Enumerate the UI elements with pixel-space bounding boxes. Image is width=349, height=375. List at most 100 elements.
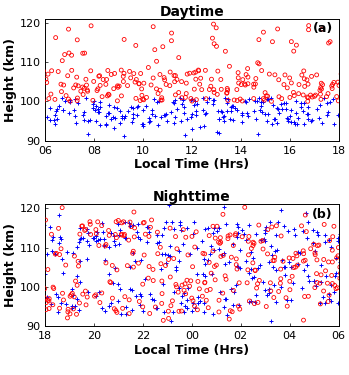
Point	[146, 264, 152, 270]
Point	[131, 248, 136, 254]
Point	[77, 258, 82, 264]
Point	[154, 58, 159, 64]
Point	[255, 299, 261, 305]
Point	[320, 82, 325, 88]
Point	[181, 104, 187, 110]
Point	[224, 90, 230, 96]
Point	[75, 100, 81, 106]
Point	[235, 230, 241, 236]
Point	[196, 286, 202, 292]
Point	[178, 300, 184, 306]
Point	[231, 289, 237, 295]
Point	[108, 230, 113, 236]
Point	[210, 100, 216, 106]
Point	[119, 220, 125, 226]
Point	[311, 278, 317, 284]
Point	[203, 297, 209, 303]
Point	[221, 113, 227, 119]
Point	[99, 220, 105, 226]
Point	[149, 296, 155, 302]
Point	[159, 266, 164, 272]
Point	[176, 285, 182, 291]
Point	[232, 232, 238, 238]
Point	[329, 247, 335, 253]
Point	[155, 229, 160, 235]
Point	[80, 291, 86, 297]
Point	[106, 232, 112, 238]
Point	[288, 107, 294, 113]
Point	[301, 100, 307, 106]
Point	[304, 77, 310, 83]
Point	[205, 257, 210, 263]
Point	[328, 298, 333, 304]
Point	[234, 107, 240, 113]
Point	[243, 99, 248, 105]
Point	[289, 273, 295, 279]
Point	[293, 264, 298, 270]
Point	[229, 254, 234, 260]
Point	[242, 231, 247, 237]
Point	[85, 256, 90, 262]
Point	[88, 68, 94, 74]
Point	[172, 79, 177, 85]
Point	[62, 51, 67, 57]
Point	[260, 96, 266, 102]
Point	[168, 318, 174, 324]
Point	[225, 236, 231, 242]
Point	[67, 293, 73, 299]
Point	[213, 25, 219, 31]
Point	[306, 293, 311, 299]
Point	[128, 75, 133, 81]
Point	[312, 249, 318, 255]
Point	[40, 295, 46, 301]
Point	[161, 280, 166, 286]
Point	[106, 102, 112, 108]
Point	[134, 104, 140, 110]
Point	[111, 238, 117, 244]
Point	[335, 112, 341, 118]
Point	[230, 117, 236, 123]
Point	[183, 303, 188, 309]
Point	[256, 61, 262, 67]
Point	[90, 105, 96, 111]
Point	[146, 224, 151, 230]
Point	[335, 285, 340, 291]
Point	[269, 121, 274, 127]
Point	[173, 267, 179, 273]
Point	[58, 246, 64, 252]
Point	[126, 310, 132, 316]
Point	[111, 86, 117, 92]
Point	[231, 97, 237, 103]
Point	[235, 221, 240, 227]
Point	[202, 279, 208, 285]
Point	[116, 298, 121, 304]
Point	[239, 112, 244, 118]
Point	[212, 264, 217, 270]
Point	[193, 112, 198, 118]
Point	[337, 264, 343, 270]
Point	[319, 80, 324, 86]
Point	[99, 223, 104, 229]
Point	[166, 315, 171, 321]
Point	[116, 217, 121, 223]
Point	[224, 108, 230, 114]
Point	[171, 255, 177, 261]
Point	[207, 87, 212, 93]
Text: (b): (b)	[312, 208, 333, 221]
Point	[172, 97, 178, 103]
Point	[171, 226, 177, 232]
Point	[289, 39, 294, 45]
Point	[244, 237, 249, 243]
Point	[189, 126, 195, 132]
Point	[201, 300, 207, 306]
Point	[150, 75, 156, 81]
Point	[319, 86, 324, 92]
Point	[155, 240, 160, 246]
Point	[121, 133, 127, 139]
Point	[312, 252, 318, 258]
Point	[80, 84, 86, 90]
Point	[159, 97, 165, 103]
Point	[77, 236, 83, 242]
Point	[318, 279, 323, 285]
Point	[93, 103, 98, 109]
